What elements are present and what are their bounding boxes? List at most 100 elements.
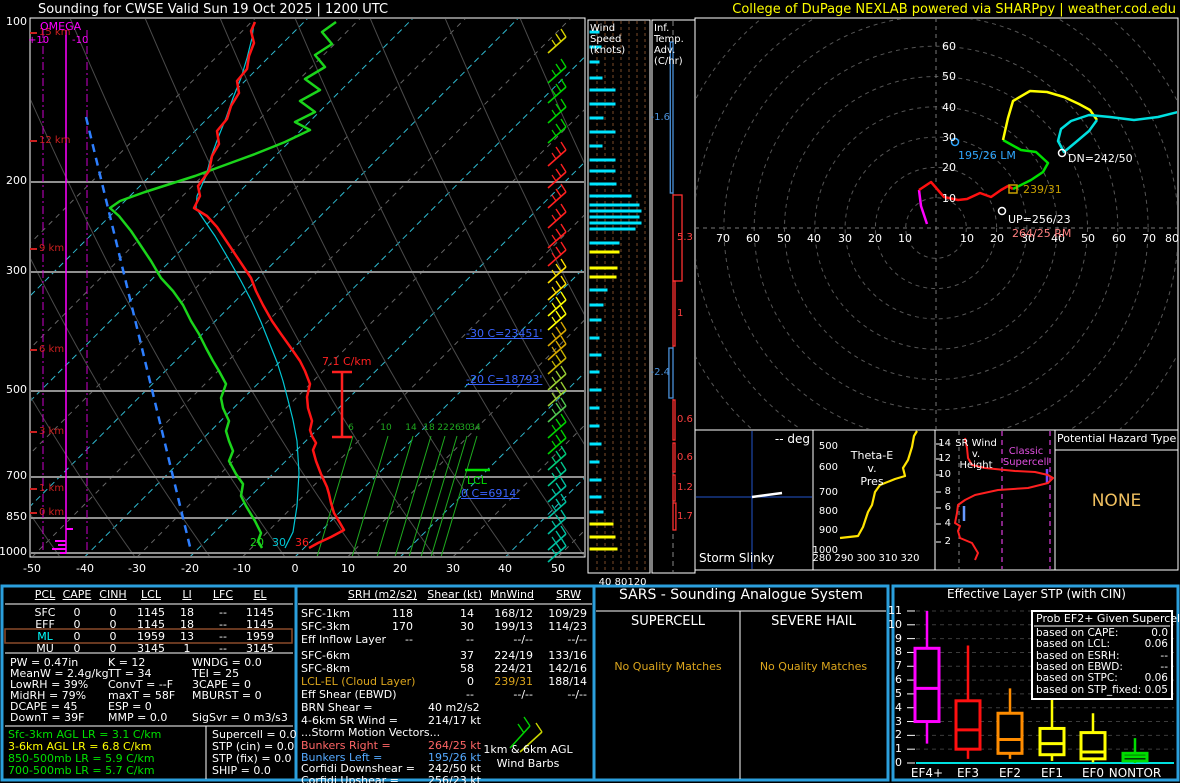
- storm-motion-marker: [1008, 184, 1018, 194]
- barb-staff: [547, 283, 567, 301]
- parcel-table-cell: 1145: [137, 618, 165, 631]
- barb-tick: [551, 194, 557, 202]
- temp-adv-value: 1.2: [677, 482, 693, 493]
- wind-speed-bar: [589, 303, 604, 307]
- wind-speed-bar: [589, 241, 620, 245]
- mixing-ratio-line: [408, 435, 446, 556]
- barb-tick: [555, 263, 562, 272]
- dewpoint-trace: [108, 20, 337, 549]
- temperature-trace: [192, 21, 346, 550]
- sars-supercell-header: SUPERCELL: [631, 614, 705, 629]
- barb-staff: [547, 66, 567, 84]
- barb-staff: [547, 231, 567, 249]
- mixing-ratio-label: 26: [449, 423, 461, 433]
- barb-staff: [547, 211, 567, 229]
- storm-motion-marker: [950, 137, 960, 147]
- barb-tick: [555, 466, 562, 475]
- kinematics-srw: 188/14: [548, 675, 587, 688]
- wind-barb: [547, 223, 567, 249]
- temp-adv-value: -1.6: [650, 111, 670, 123]
- thetae-axis-label: 280: [812, 553, 832, 564]
- barb-tick: [551, 456, 557, 464]
- temp-axis-label: 10: [341, 562, 355, 575]
- stp-category-label: EF1: [1040, 766, 1064, 780]
- parcel-table-cell: --: [219, 606, 227, 619]
- barb-tick: [555, 33, 562, 42]
- parcel-table-cell: 0: [73, 642, 81, 655]
- dry-adiabat: [219, 19, 510, 556]
- parcel-table-header: LCL: [141, 588, 161, 601]
- barb-tick: [560, 525, 567, 535]
- barb-tick: [555, 386, 562, 395]
- wind-barb: [547, 141, 567, 167]
- wind-speed-bar: [589, 215, 640, 219]
- thetae-axis-label: 1000: [812, 545, 838, 556]
- barb-staff: [547, 36, 567, 54]
- isotherm-line: [32, 19, 571, 556]
- stp-box: [1038, 726, 1066, 757]
- wind-axis-label: 40: [598, 577, 612, 588]
- wind-speed-bar: [589, 194, 632, 198]
- barb-staff: [547, 149, 567, 167]
- thermo-index: TT = 34: [108, 667, 152, 680]
- stp-category-label: EF3: [956, 766, 980, 780]
- pressure-label: 500: [6, 383, 27, 396]
- temp-adv-segment: [669, 41, 674, 194]
- barb-tick: [551, 360, 557, 368]
- wind-barb: [547, 537, 567, 563]
- srwind-classic-label: Supercell: [1002, 457, 1050, 468]
- barb-staff: [547, 421, 567, 439]
- wind-barb: [547, 183, 567, 209]
- note-barb-tick: [535, 722, 543, 733]
- stp-axis-label: 8: [895, 645, 902, 659]
- barb-tick: [555, 63, 562, 72]
- barb-tick: [551, 39, 557, 47]
- thermo-index: MBURST = 0: [192, 689, 262, 702]
- srwind-axis-label: 2: [944, 536, 951, 547]
- srwind-axis-label: 4: [944, 518, 951, 529]
- isotherm-line: [190, 162, 584, 556]
- hodo-axis-label: 40: [942, 101, 956, 114]
- wind-barb: [547, 203, 567, 229]
- hodo-axis-label: 60: [942, 40, 956, 53]
- parcel-table-cell: 0: [109, 642, 117, 655]
- kinematics-srw: --/--: [567, 633, 587, 646]
- stp-axis-label: 11: [888, 603, 902, 617]
- stp-axis-label: 3: [895, 714, 902, 728]
- mixing-ratio-label: 14: [405, 423, 417, 433]
- height-label: 3 km: [39, 426, 65, 437]
- storm-motion-vector-label: Corfidi Upshear =: [301, 773, 399, 783]
- barb-tick: [551, 109, 557, 117]
- temp-adv-segment: [672, 399, 676, 441]
- parcel-table-cell: 0: [109, 606, 117, 619]
- mixing-ratio-line: [420, 435, 458, 556]
- pressure-label: 100: [6, 15, 27, 28]
- wind-barb: [547, 525, 567, 551]
- wind-speed-bar: [589, 209, 642, 213]
- stp-category-label: EF4+: [910, 766, 944, 780]
- site-link[interactable]: College of DuPage NEXLAB powered via SHA…: [732, 2, 1176, 17]
- wind-speed-bar: [589, 88, 616, 92]
- kinematics-shear: 58: [460, 662, 474, 675]
- wind-speed-panel-title: Wind Speed (knots): [590, 23, 626, 56]
- srwind-axis-label: 12: [938, 453, 951, 464]
- thermo-index: maxT = 58F: [108, 689, 176, 702]
- barb-tick: [555, 418, 562, 427]
- barb-tick: [560, 477, 567, 487]
- barb-tick: [551, 504, 557, 512]
- wind-barb: [547, 275, 567, 301]
- barb-tick: [551, 520, 557, 528]
- pressure-label: 200: [6, 174, 27, 187]
- sars-title: SARS - Sounding Analogue System: [619, 587, 863, 603]
- kinematics-mnwind: 224/21: [494, 662, 533, 675]
- hodo-axis-label: 60: [1112, 232, 1126, 245]
- wind-speed-bar: [589, 460, 600, 464]
- kinematics-srh: 118: [392, 607, 413, 620]
- parcel-table-header: EL: [253, 588, 267, 601]
- dry-adiabat: [31, 396, 135, 556]
- mixing-ratio-label: 10: [380, 423, 392, 433]
- mid-lapse-annotation: 7.1 C/km: [322, 355, 372, 368]
- temp-axis-label: 40: [498, 562, 512, 575]
- thetae-title: v.: [867, 462, 877, 475]
